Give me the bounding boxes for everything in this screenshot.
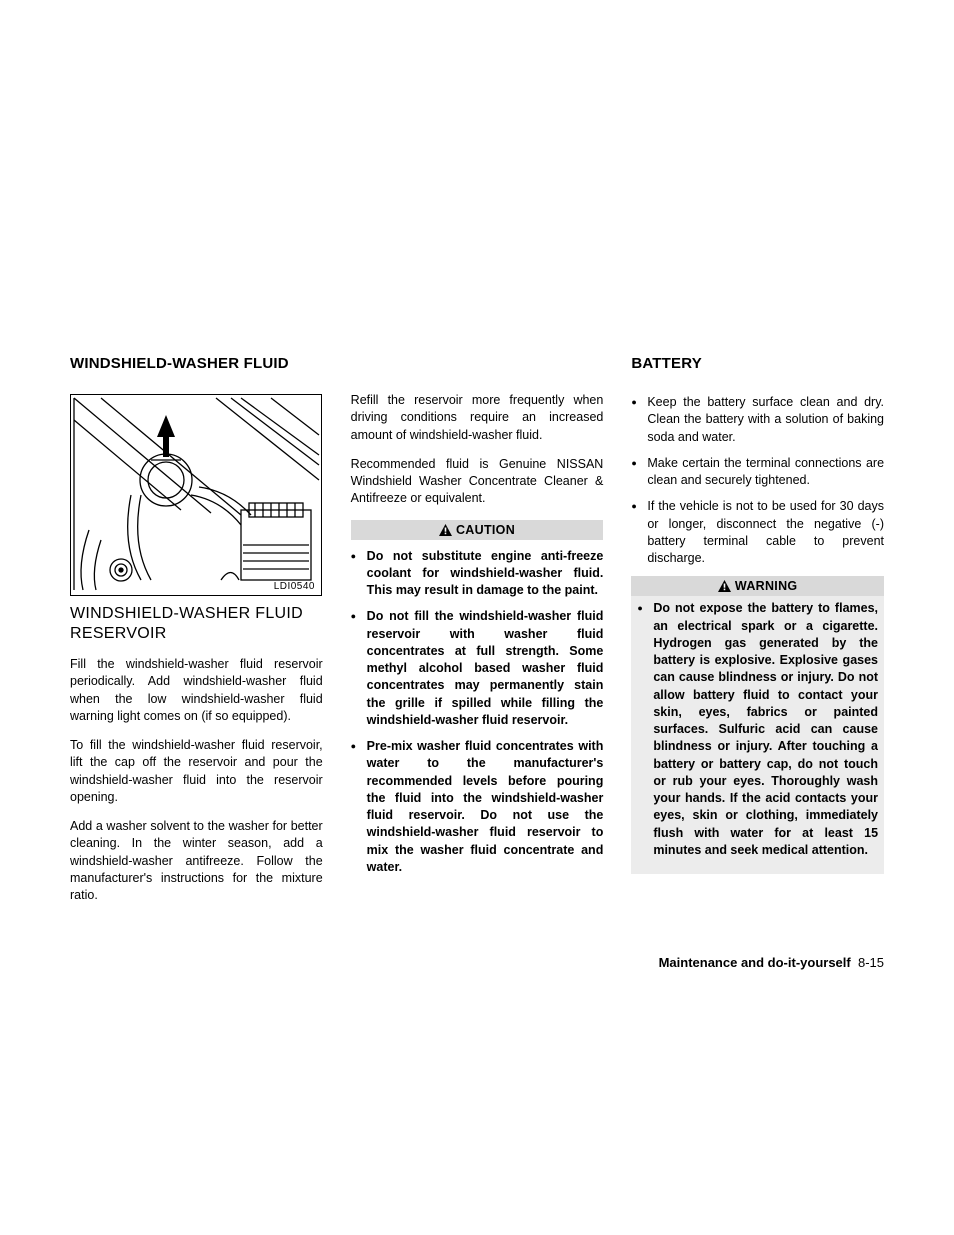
battery-item: Keep the battery surface clean and dry. …	[631, 394, 884, 446]
body-text: Recommended fluid is Genuine NISSAN Wind…	[351, 456, 604, 508]
warning-item: Do not expose the battery to flames, an …	[637, 600, 878, 859]
figure-reservoir: LDI0540	[70, 394, 322, 596]
body-text: Fill the windshield-washer fluid reservo…	[70, 656, 323, 725]
heading-washer-fluid: WINDSHIELD-WASHER FLUID	[70, 355, 323, 372]
body-text: To fill the windshield-washer fluid rese…	[70, 737, 323, 806]
caution-title: CAUTION	[456, 523, 515, 537]
figure-label: LDI0540	[274, 581, 315, 592]
caution-item: Pre-mix washer fluid concentrates with w…	[351, 738, 604, 876]
page-footer: Maintenance and do-it-yourself 8-15	[659, 955, 884, 970]
body-text: Add a washer solvent to the washer for b…	[70, 818, 323, 904]
caution-item: Do not substitute engine anti-freeze coo…	[351, 548, 604, 600]
footer-section: Maintenance and do-it-yourself	[659, 955, 851, 970]
battery-item: Make certain the terminal connections ar…	[631, 455, 884, 490]
caution-callout: CAUTION	[351, 520, 604, 540]
battery-item: If the vehicle is not to be used for 30 …	[631, 498, 884, 567]
body-text: Refill the reservoir more frequently whe…	[351, 392, 604, 444]
caution-list: Do not substitute engine anti-freeze coo…	[351, 548, 604, 877]
caution-item: Do not fill the windshield-washer fluid …	[351, 608, 604, 729]
warning-callout: WARNING Do not expose the battery to fla…	[631, 576, 884, 874]
battery-list: Keep the battery surface clean and dry. …	[631, 394, 884, 567]
warning-triangle-icon	[439, 524, 452, 536]
warning-title: WARNING	[735, 579, 798, 593]
warning-triangle-icon	[718, 580, 731, 592]
heading-battery: BATTERY	[631, 355, 884, 372]
footer-page: 8-15	[858, 955, 884, 970]
subheading-reservoir: WINDSHIELD-WASHER FLUID RESERVOIR	[70, 604, 323, 644]
